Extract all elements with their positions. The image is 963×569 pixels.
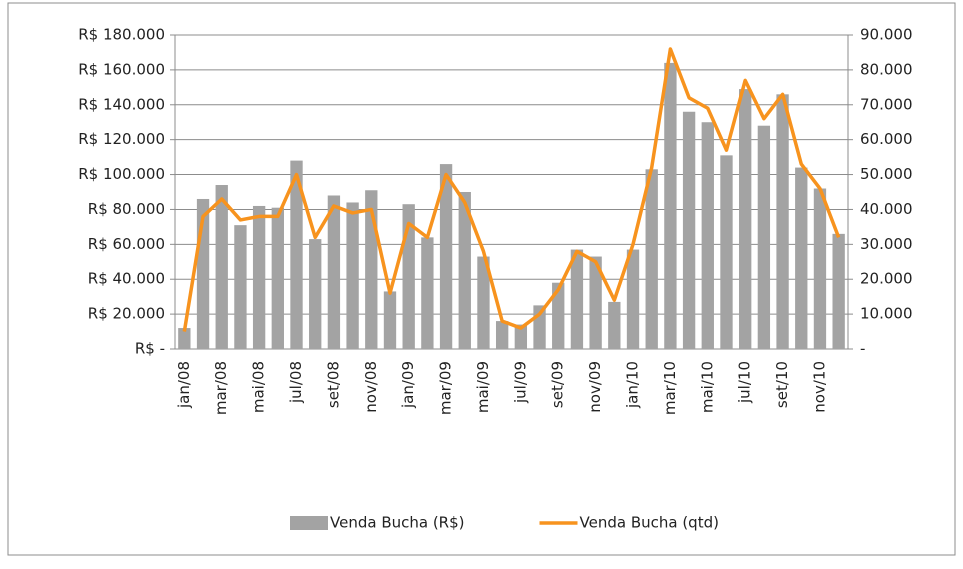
bar: [589, 256, 602, 349]
bar: [346, 202, 359, 349]
y2-tick-label: 70.000: [860, 95, 913, 113]
bar: [608, 301, 621, 349]
bar: [813, 188, 827, 349]
line: [182, 47, 841, 332]
bar: [626, 249, 640, 349]
y-tick-label: R$ 160.000: [78, 60, 165, 78]
bar: [552, 282, 565, 349]
bar: [271, 207, 284, 349]
bar: [477, 256, 490, 349]
x-tick-label: set/10: [773, 361, 791, 408]
x-tick-label: jul/10: [736, 361, 754, 404]
x-tick-label: set/08: [324, 361, 342, 408]
x-tick-label: mai/08: [250, 361, 268, 413]
bar: [795, 167, 808, 349]
y2-tick-label: 20.000: [860, 270, 913, 288]
bar: [178, 328, 191, 349]
y-tick-label: R$ 100.000: [78, 165, 165, 183]
bar: [739, 89, 752, 350]
bar: [309, 239, 322, 349]
x-tick-label: nov/09: [586, 361, 604, 413]
y2-tick-label: 40.000: [860, 200, 913, 218]
x-tick-label: mar/08: [212, 361, 230, 415]
x-tick-label: jan/10: [624, 361, 642, 409]
x-tick-label: mai/10: [698, 361, 716, 413]
bar: [682, 111, 696, 349]
bar: [570, 249, 584, 349]
x-tick-label: jul/09: [511, 361, 529, 404]
bar: [776, 94, 789, 349]
bar: [664, 62, 677, 350]
y-tick-label: R$ 40.000: [88, 270, 165, 288]
y-tick-label: R$ 80.000: [88, 200, 165, 218]
x-tick-label: jul/08: [287, 361, 305, 404]
bar: [832, 233, 845, 349]
x-tick-label: jan/08: [175, 361, 193, 409]
bar: [290, 160, 303, 349]
x-tick-label: set/09: [549, 361, 567, 408]
legend-swatch: [290, 516, 328, 530]
y-tick-label: R$ 120.000: [78, 130, 165, 148]
bar: [439, 164, 453, 349]
y2-tick-label: 80.000: [860, 60, 913, 78]
y-tick-label: R$ 20.000: [88, 305, 165, 323]
legend-label: Venda Bucha (qtd): [580, 514, 719, 532]
y-tick-label: R$ -: [135, 340, 165, 358]
bar: [421, 237, 434, 349]
x-tick-label: mar/09: [437, 361, 455, 415]
bar: [645, 169, 658, 349]
bar: [215, 185, 228, 349]
y-tick-label: R$ 60.000: [88, 235, 165, 253]
bar: [327, 195, 341, 349]
bar: [383, 291, 397, 349]
y-tick-label: R$ 180.000: [78, 26, 165, 44]
y2-tick-label: 90.000: [860, 26, 913, 44]
x-tick-label: jan/09: [399, 361, 417, 409]
bar: [701, 122, 714, 349]
legend-label: Venda Bucha (R$): [330, 514, 465, 532]
x-tick-label: mar/10: [661, 361, 679, 415]
bar: [458, 192, 471, 349]
x-tick-label: nov/10: [810, 361, 828, 413]
y2-tick-label: -: [860, 340, 865, 358]
y2-tick-label: 30.000: [860, 235, 913, 253]
y-tick-label: R$ 140.000: [78, 95, 165, 113]
y2-tick-label: 10.000: [860, 305, 913, 323]
bar: [514, 324, 528, 349]
bar: [757, 125, 771, 349]
x-tick-label: mai/09: [474, 361, 492, 413]
bar: [234, 225, 247, 349]
y2-tick-label: 50.000: [860, 165, 913, 183]
x-tick-label: nov/08: [362, 361, 380, 413]
bar: [720, 155, 733, 349]
bar: [495, 321, 509, 349]
bar: [252, 205, 266, 349]
y2-tick-label: 60.000: [860, 130, 913, 148]
